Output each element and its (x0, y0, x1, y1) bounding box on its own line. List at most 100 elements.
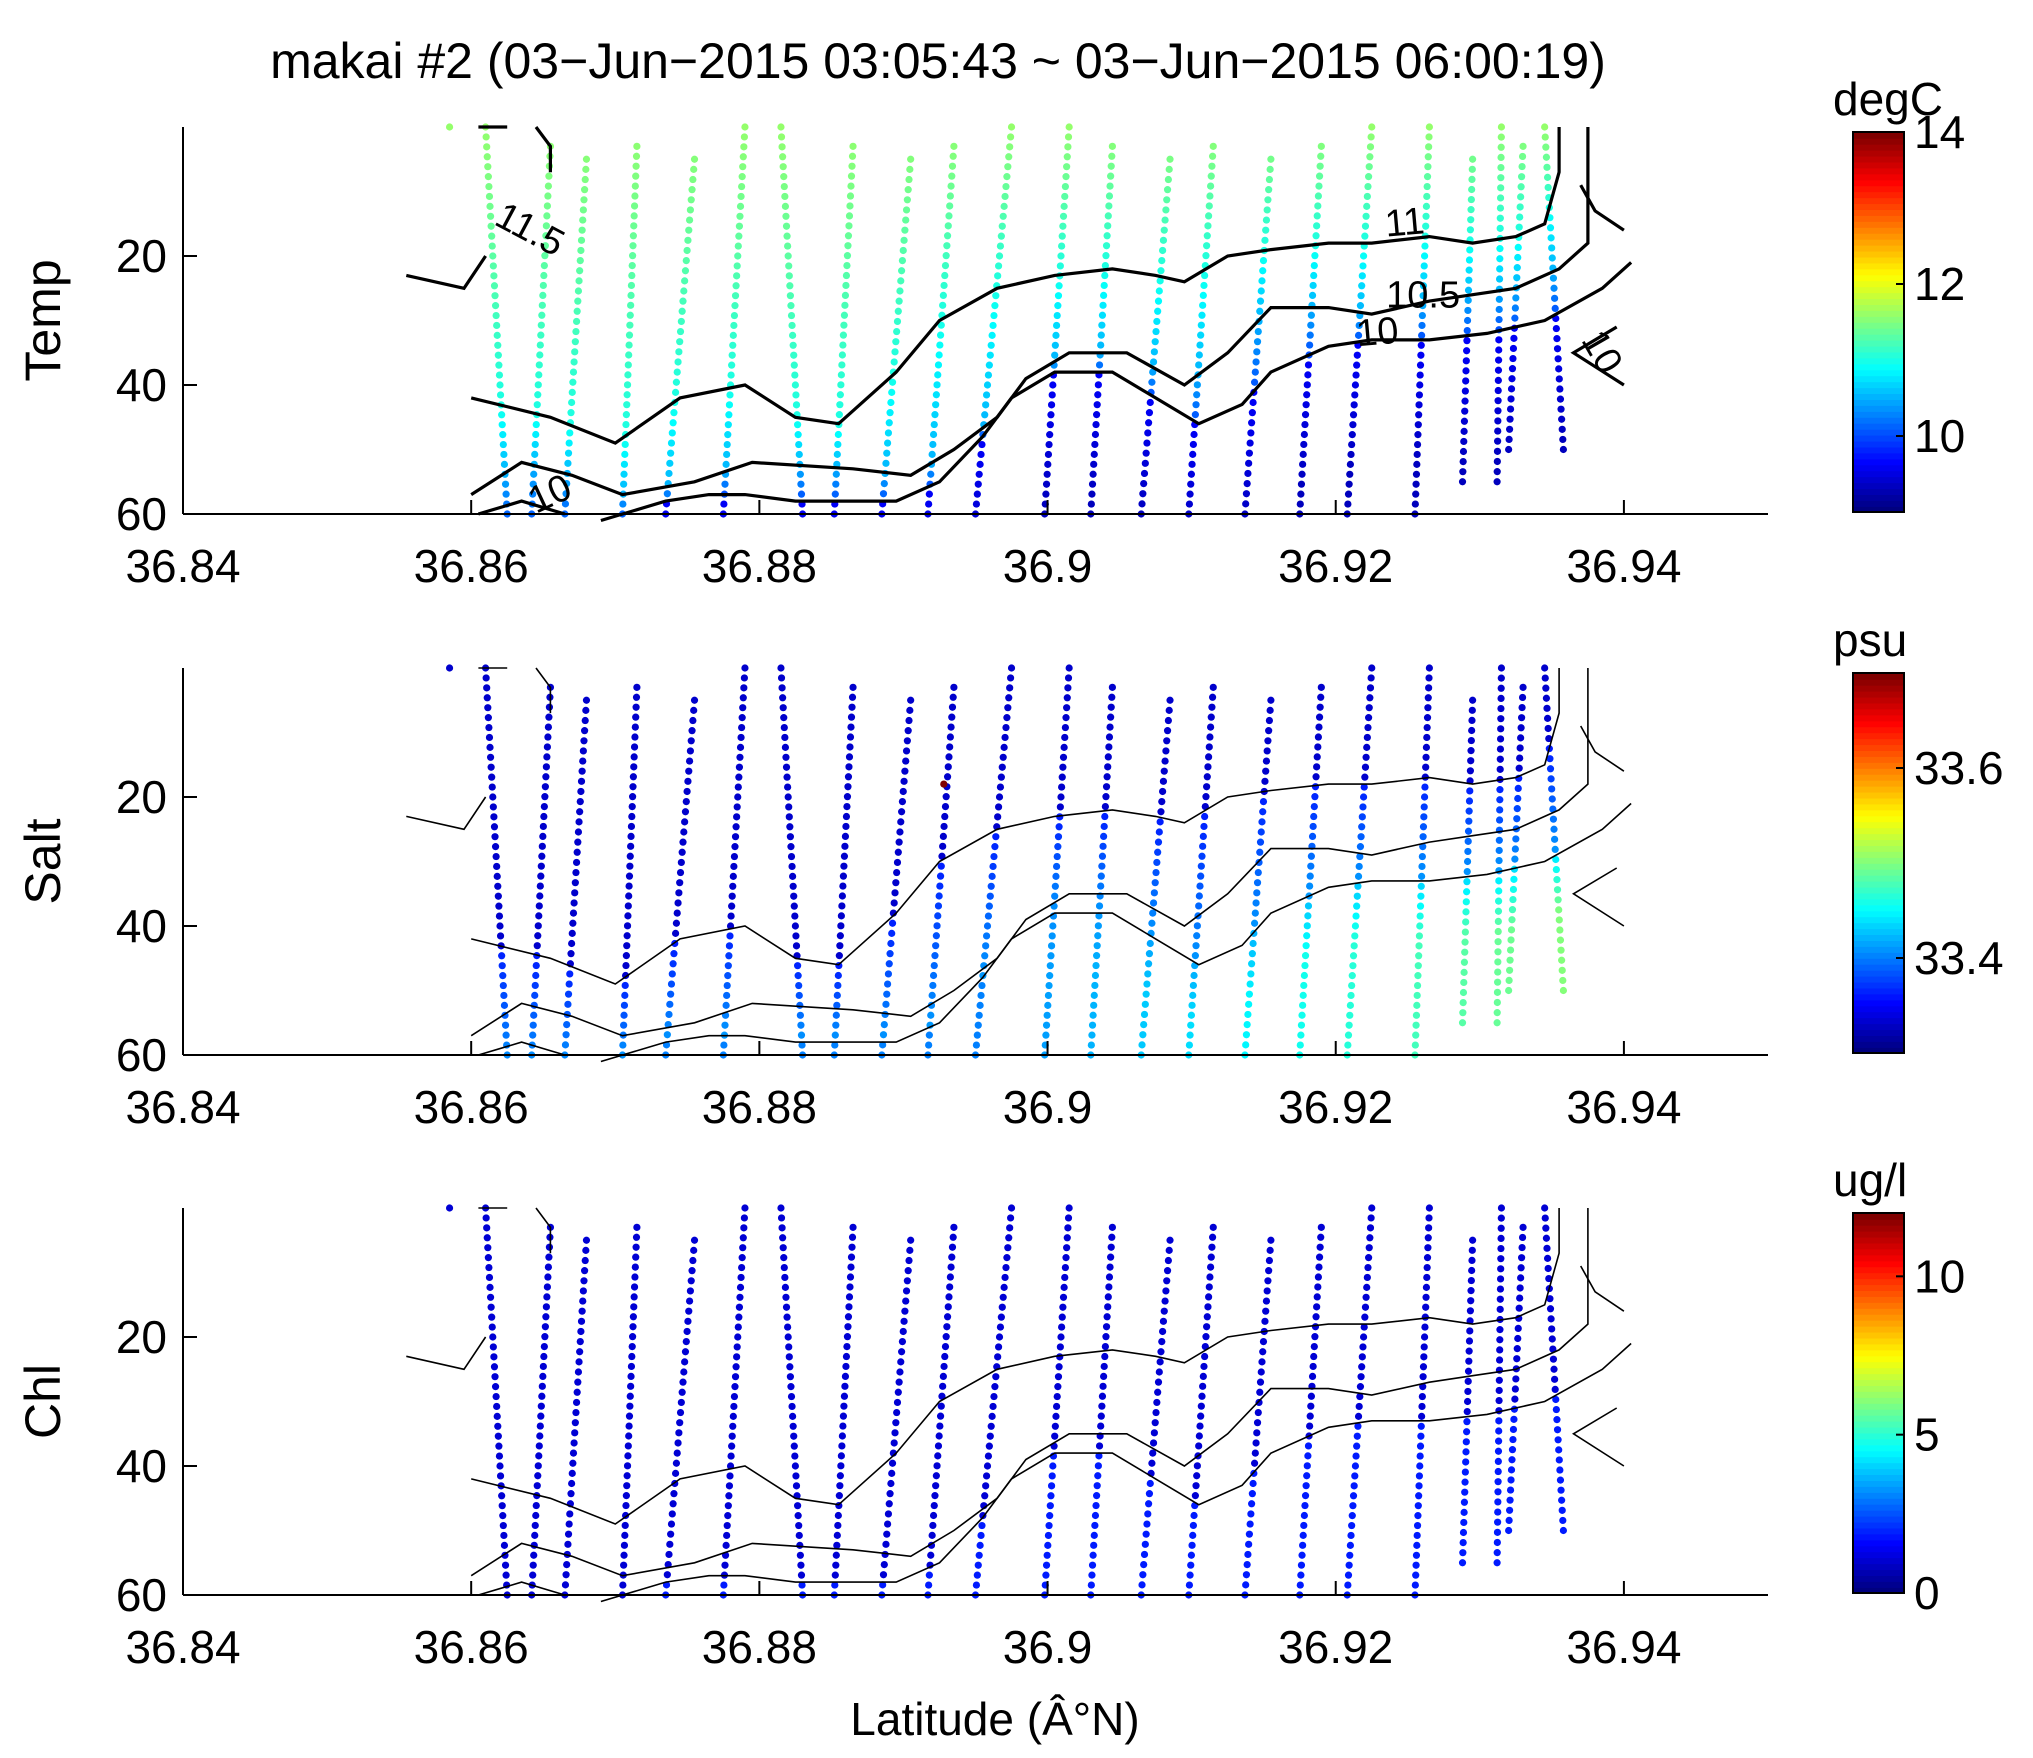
data-point (1554, 1436, 1562, 1444)
data-point (730, 321, 738, 330)
data-point (1156, 1358, 1164, 1366)
data-point (620, 480, 628, 488)
data-point (1154, 1388, 1162, 1396)
data-point (1543, 714, 1552, 722)
data-point (1003, 1254, 1011, 1262)
data-point (1507, 395, 1515, 403)
data-point (1506, 415, 1514, 423)
data-point (1093, 411, 1101, 419)
data-point (1195, 892, 1203, 900)
data-point (1192, 942, 1200, 950)
data-point (533, 1482, 541, 1490)
data-point (667, 980, 676, 988)
data-point (1142, 990, 1150, 998)
data-point (1464, 827, 1473, 835)
data-point (1057, 793, 1065, 801)
data-point (795, 981, 803, 990)
data-point (725, 942, 734, 950)
data-point (1425, 684, 1433, 692)
data-point (1425, 143, 1433, 151)
data-point (1052, 872, 1060, 880)
data-point (938, 852, 946, 860)
data-point (925, 1581, 933, 1589)
data-point (563, 1560, 571, 1569)
data-point (668, 970, 676, 978)
data-point (939, 1372, 947, 1380)
data-point (1257, 287, 1265, 295)
data-point (684, 1317, 692, 1325)
contour-line (470, 668, 1589, 1037)
data-point (1004, 163, 1012, 171)
data-point (1542, 1234, 1551, 1242)
data-point (787, 1392, 796, 1401)
data-point (1416, 922, 1424, 930)
colorbar-segment (1853, 393, 1904, 400)
data-point (1556, 926, 1564, 934)
data-point (882, 1540, 890, 1548)
data-point (487, 222, 495, 230)
data-point (725, 1482, 734, 1490)
data-point (780, 714, 788, 722)
data-point (1497, 174, 1505, 182)
data-point (1496, 745, 1505, 753)
data-point (1266, 1246, 1274, 1254)
data-point (631, 182, 639, 190)
data-point (844, 232, 853, 240)
data-point (495, 1452, 504, 1460)
data-point (994, 803, 1003, 811)
data-point (791, 371, 799, 379)
data-point (1494, 917, 1502, 925)
data-point (1244, 469, 1252, 478)
data-point (575, 818, 583, 826)
data-point (1546, 1305, 1555, 1313)
data-point (630, 212, 638, 220)
data-point (944, 763, 952, 771)
data-point (1195, 361, 1203, 369)
data-point (680, 1368, 688, 1376)
data-point (933, 1462, 941, 1470)
data-point (784, 252, 792, 260)
data-point (844, 773, 853, 781)
data-point (1467, 206, 1475, 214)
data-point (1417, 892, 1425, 900)
colorbar-segment (1853, 839, 1904, 846)
data-point (730, 862, 738, 871)
data-point (1558, 415, 1566, 423)
data-point (839, 1422, 847, 1430)
data-point (498, 411, 506, 419)
data-point (847, 1253, 856, 1261)
chl-colorbar-unit: ug/l (1833, 1154, 1907, 1206)
data-point (1146, 939, 1154, 948)
data-point (1516, 1294, 1524, 1302)
data-point (1510, 1415, 1518, 1423)
data-point (619, 500, 627, 508)
data-point (1462, 1448, 1470, 1456)
data-point (498, 1492, 506, 1500)
data-point (629, 793, 637, 801)
data-point (567, 409, 575, 417)
data-point (1242, 1031, 1251, 1039)
data-point (1064, 674, 1073, 682)
data-point (565, 1520, 573, 1528)
data-point (669, 1500, 677, 1508)
data-point (1422, 763, 1430, 771)
data-point (1138, 1041, 1146, 1049)
data-point (1461, 928, 1469, 936)
data-point (1544, 1264, 1552, 1273)
data-point (1315, 723, 1323, 731)
data-point (484, 163, 492, 171)
data-point (577, 787, 585, 796)
data-point (1200, 822, 1208, 831)
colorbar-segment (1853, 1266, 1904, 1274)
data-point (1105, 1283, 1113, 1291)
data-point (1547, 234, 1555, 242)
data-point (989, 321, 997, 330)
data-point (626, 1402, 634, 1410)
data-point (1309, 822, 1317, 831)
data-point (784, 242, 792, 250)
data-point (981, 411, 989, 419)
data-point (494, 1422, 502, 1430)
data-point (1542, 1224, 1550, 1232)
data-point (1417, 1432, 1425, 1440)
data-point (630, 743, 639, 751)
